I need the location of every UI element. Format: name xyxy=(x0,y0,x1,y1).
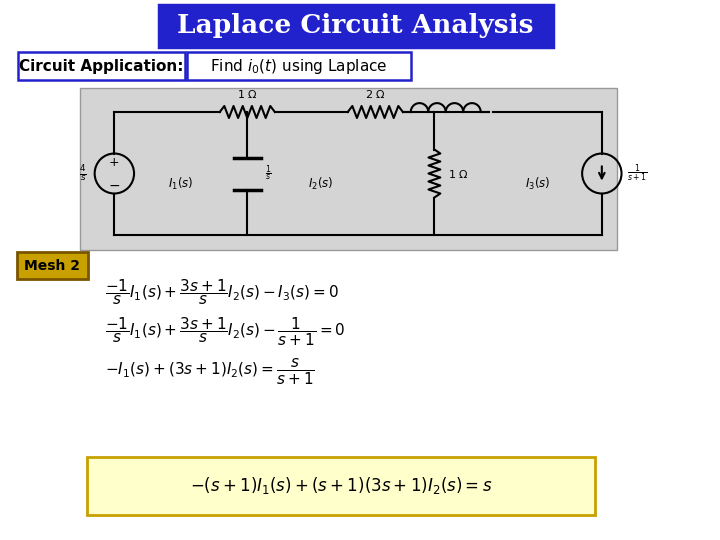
Text: $\dfrac{-1}{s}I_1(s)+\dfrac{3s+1}{s}I_2(s)-I_3(s)=0$: $\dfrac{-1}{s}I_1(s)+\dfrac{3s+1}{s}I_2(… xyxy=(104,277,338,307)
FancyBboxPatch shape xyxy=(17,252,88,279)
Text: 1 $\Omega$: 1 $\Omega$ xyxy=(237,88,258,100)
Text: $\frac{1}{s+1}$: $\frac{1}{s+1}$ xyxy=(627,163,648,184)
Text: $-I_1(s)+(3s+1)I_2(s)=\dfrac{s}{s+1}$: $-I_1(s)+(3s+1)I_2(s)=\dfrac{s}{s+1}$ xyxy=(104,357,314,387)
Text: $I_3(s)$: $I_3(s)$ xyxy=(525,176,551,192)
FancyBboxPatch shape xyxy=(18,52,185,80)
Text: Find $i_0(t)$ using Laplace: Find $i_0(t)$ using Laplace xyxy=(210,57,387,76)
Text: $I_2(s)$: $I_2(s)$ xyxy=(308,176,334,192)
Text: Laplace Circuit Analysis: Laplace Circuit Analysis xyxy=(177,14,534,38)
Text: $\frac{1}{s}$: $\frac{1}{s}$ xyxy=(265,164,272,184)
Text: Circuit Application:: Circuit Application: xyxy=(19,58,184,73)
Text: $\frac{4}{s}$: $\frac{4}{s}$ xyxy=(79,163,86,184)
Text: $-$: $-$ xyxy=(108,178,120,192)
Text: $\dfrac{-1}{s}I_1(s)+\dfrac{3s+1}{s}I_2(s)-\dfrac{1}{s+1}=0$: $\dfrac{-1}{s}I_1(s)+\dfrac{3s+1}{s}I_2(… xyxy=(104,315,345,348)
FancyBboxPatch shape xyxy=(80,88,616,250)
FancyBboxPatch shape xyxy=(187,52,411,80)
FancyBboxPatch shape xyxy=(158,5,552,47)
FancyBboxPatch shape xyxy=(87,457,595,515)
Text: 2 $\Omega$: 2 $\Omega$ xyxy=(365,88,386,100)
Text: $I_1(s)$: $I_1(s)$ xyxy=(168,176,194,192)
Text: +: + xyxy=(109,156,120,169)
Text: 1 $\Omega$: 1 $\Omega$ xyxy=(448,167,469,179)
Text: Mesh 2: Mesh 2 xyxy=(24,259,81,273)
Text: $-(s+1)I_1(s)+(s+1)(3s+1)I_2(s)=s$: $-(s+1)I_1(s)+(s+1)(3s+1)I_2(s)=s$ xyxy=(189,476,492,496)
